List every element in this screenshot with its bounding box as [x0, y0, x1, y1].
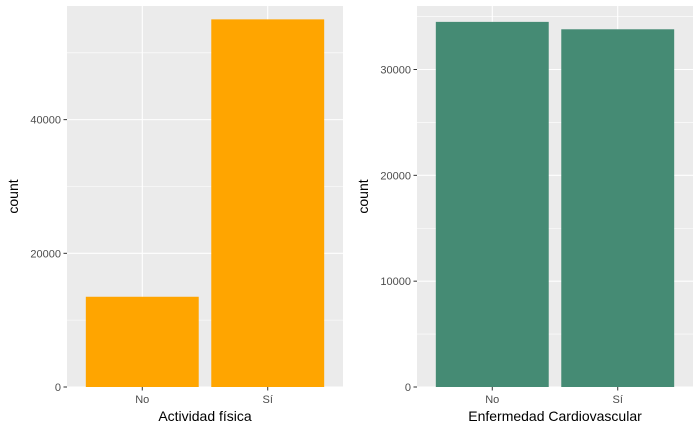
x-tick-label: No: [485, 394, 499, 406]
x-axis-title: Actividad física: [158, 408, 252, 424]
y-tick-label: 0: [405, 382, 411, 394]
bars: [85, 19, 325, 388]
y-tick-label: 40000: [30, 115, 61, 127]
y-axis-title: count: [5, 179, 21, 213]
y-ticks: 0 20000 40000: [30, 115, 67, 394]
y-tick-label: 0: [55, 382, 61, 394]
y-ticks: 0 10000 20000 30000: [380, 65, 417, 394]
x-axis-title: Enfermedad Cardiovascular: [468, 408, 642, 424]
bar-no: [85, 296, 199, 387]
bar-sí: [211, 19, 325, 388]
x-tick-label: Sí: [263, 394, 273, 406]
x-tick-label: No: [135, 394, 149, 406]
x-ticks: No Sí: [485, 387, 623, 406]
y-axis-title: count: [355, 179, 371, 213]
chart-cardiovascular-disease: 0 10000 20000 30000 No Sí Enfermedad Cardiov…: [355, 6, 693, 424]
y-tick-label: 20000: [380, 170, 411, 182]
bar-no: [435, 21, 549, 387]
bar-sí: [561, 29, 675, 388]
x-tick-label: Sí: [613, 394, 623, 406]
y-tick-label: 30000: [380, 65, 411, 77]
chart-physical-activity: 0 20000 40000 No Sí Actividad física count: [5, 6, 343, 424]
y-tick-label: 20000: [30, 248, 61, 260]
x-ticks: No Sí: [135, 387, 273, 406]
bars: [435, 21, 675, 388]
y-tick-label: 10000: [380, 276, 411, 288]
